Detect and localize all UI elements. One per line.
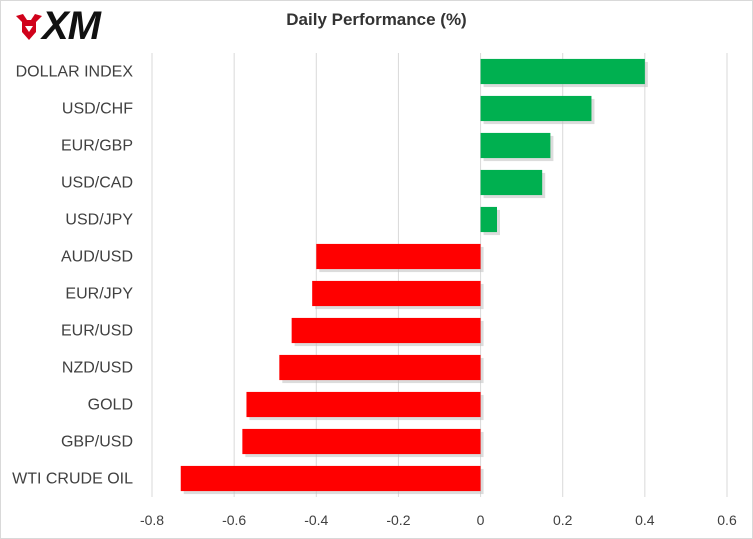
category-label: DOLLAR INDEX <box>16 64 134 81</box>
bar <box>480 132 551 159</box>
chart-title: Daily Performance (%) <box>286 10 467 29</box>
bar <box>242 428 481 455</box>
category-label: EUR/JPY <box>65 286 133 303</box>
bar <box>480 95 592 122</box>
category-label: USD/CAD <box>61 175 133 192</box>
x-tick-label: -0.8 <box>140 512 164 528</box>
bar <box>316 243 481 270</box>
bar <box>180 465 481 492</box>
bar <box>246 391 481 418</box>
x-tick-label: 0 <box>477 512 485 528</box>
bar <box>312 280 481 307</box>
category-label: EUR/GBP <box>61 138 133 155</box>
x-tick-label: -0.6 <box>222 512 246 528</box>
category-label: USD/CHF <box>62 101 133 118</box>
x-tick-label: -0.4 <box>304 512 328 528</box>
bar <box>480 206 497 233</box>
bull-icon <box>16 14 42 40</box>
x-tick-label: -0.2 <box>386 512 410 528</box>
x-tick-label: 0.6 <box>717 512 737 528</box>
bar <box>279 354 481 381</box>
bar <box>480 58 645 85</box>
x-tick-label: 0.2 <box>553 512 573 528</box>
category-label: GBP/USD <box>61 434 133 451</box>
category-label: AUD/USD <box>61 249 133 266</box>
bar <box>291 317 481 344</box>
bar <box>480 169 543 196</box>
x-tick-label: 0.4 <box>635 512 655 528</box>
xm-logo: XM <box>14 4 154 48</box>
logo-text: XM <box>42 4 101 48</box>
category-label: WTI CRUDE OIL <box>12 471 133 488</box>
category-label: EUR/USD <box>61 323 133 340</box>
category-label: USD/JPY <box>65 212 133 229</box>
category-label: NZD/USD <box>62 360 133 377</box>
category-label: GOLD <box>88 397 133 414</box>
